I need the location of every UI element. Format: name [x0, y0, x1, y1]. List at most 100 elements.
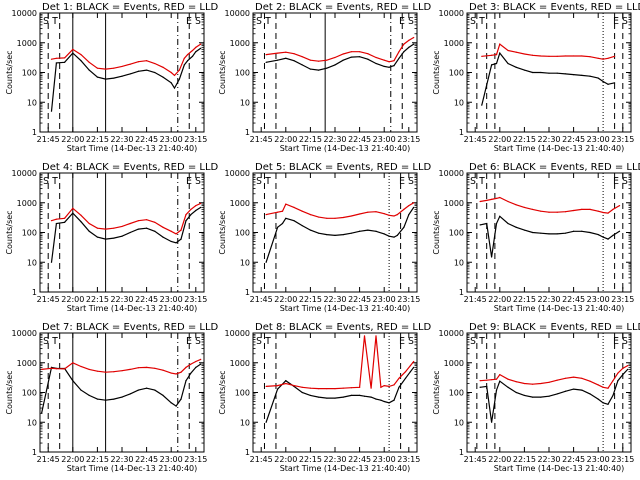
data-point [265, 61, 267, 63]
data-point [50, 366, 53, 368]
data-point [301, 391, 303, 394]
data-point [154, 62, 156, 65]
data-point [367, 58, 369, 60]
chart-title: Det 6: BLACK = Events, RED = LLD [469, 162, 640, 173]
data-point [612, 394, 614, 396]
data-point [195, 366, 197, 368]
y-tick-label: 100 [235, 389, 250, 398]
data-point [88, 61, 90, 63]
series-line-events [50, 206, 202, 263]
marker-annotation: S [195, 176, 201, 187]
data-point [540, 382, 542, 385]
data-point [413, 202, 415, 204]
data-point [532, 208, 534, 210]
x-tick-label: 23:15 [397, 295, 420, 304]
marker-annotation: S [622, 336, 628, 347]
x-tick-label: 22:30 [110, 295, 133, 304]
data-point [265, 261, 267, 263]
data-point [581, 230, 583, 232]
data-point [170, 402, 172, 404]
data-point [413, 366, 415, 368]
data-point [540, 210, 542, 212]
data-point [614, 82, 616, 84]
y-tick-label: 10 [27, 98, 37, 107]
data-point [367, 211, 369, 213]
y-tick-label: 10 [240, 418, 250, 427]
series-line-lld [266, 36, 415, 63]
data-point [121, 75, 123, 77]
x-tick-label: 22:45 [348, 135, 371, 144]
data-point [607, 238, 609, 240]
data-point [293, 53, 295, 55]
data-point [113, 67, 115, 69]
data-point [359, 56, 361, 58]
data-point [398, 377, 400, 379]
plot-frame [466, 172, 632, 293]
y-axis-label: Counts/sec [218, 210, 227, 254]
data-point [200, 363, 202, 365]
data-point [548, 211, 550, 213]
data-point [80, 365, 82, 368]
data-point [146, 227, 148, 229]
marker-annotation: S [408, 16, 414, 27]
y-axis-label: Counts/sec [432, 210, 441, 254]
data-point [301, 56, 303, 58]
data-point [309, 387, 311, 389]
y-tick-label: 1 [459, 448, 464, 457]
data-point [190, 363, 192, 365]
data-point [499, 43, 501, 45]
data-point [383, 213, 385, 215]
data-point [404, 377, 407, 379]
data-point [622, 367, 624, 369]
x-tick-label: 21:45 [250, 455, 273, 464]
data-point [293, 206, 295, 208]
data-point [548, 55, 550, 57]
plot-frame [466, 332, 632, 453]
data-point [200, 206, 202, 208]
data-point [180, 229, 182, 231]
data-point [350, 232, 352, 234]
data-point [80, 221, 82, 223]
data-point [64, 217, 66, 219]
data-point [55, 222, 58, 225]
data-point [370, 396, 372, 398]
data-point [342, 387, 344, 389]
data-point [72, 48, 74, 50]
marker-annotation: S [256, 336, 262, 347]
data-point [170, 82, 172, 84]
data-point [597, 77, 599, 79]
data-point [88, 368, 90, 370]
data-point [398, 57, 400, 59]
data-point [573, 209, 575, 212]
x-tick-label: 23:15 [184, 295, 207, 304]
data-point [589, 208, 591, 210]
data-point [393, 65, 395, 67]
data-point [597, 233, 599, 236]
data-point [573, 376, 575, 378]
marker-annotation: S [256, 16, 262, 27]
data-point [281, 210, 284, 212]
data-point [301, 210, 303, 212]
data-point [403, 51, 405, 53]
data-point [564, 390, 567, 392]
data-point [403, 208, 405, 210]
data-point [597, 398, 599, 400]
data-point [121, 225, 123, 228]
data-point [96, 236, 98, 238]
y-tick-label: 1 [459, 288, 464, 297]
x-tick-label: 22:30 [110, 135, 133, 144]
x-tick-label: 22:30 [323, 455, 346, 464]
data-point [293, 60, 295, 62]
x-tick-label: 22:00 [488, 295, 511, 304]
data-point [614, 55, 616, 57]
data-point [80, 389, 82, 391]
data-point [121, 235, 123, 237]
data-point [491, 198, 493, 200]
data-point [285, 57, 287, 59]
data-point [55, 57, 58, 59]
data-point [173, 74, 176, 76]
y-tick-label: 1 [459, 128, 464, 137]
data-point [367, 229, 369, 231]
x-tick-label: 23:00 [587, 135, 610, 144]
marker-annotation: T [52, 16, 58, 27]
